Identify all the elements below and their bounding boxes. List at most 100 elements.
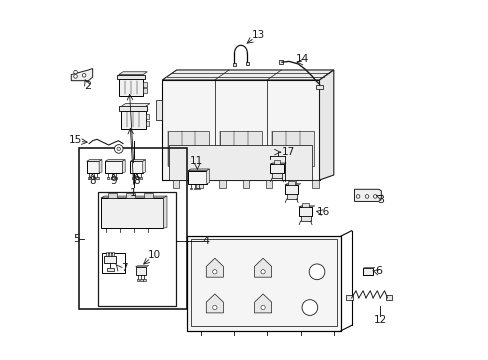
Bar [219,180,225,188]
Bar [135,267,146,275]
Bar [96,177,99,179]
Polygon shape [86,160,102,161]
Text: 10: 10 [147,250,161,260]
Polygon shape [163,196,166,228]
Bar [173,180,179,188]
Bar [188,171,206,184]
Text: 8: 8 [133,176,140,186]
Polygon shape [121,104,149,107]
Polygon shape [71,68,93,81]
Bar [190,239,336,327]
Bar [119,107,147,111]
Bar [270,164,283,173]
Polygon shape [188,169,209,171]
Polygon shape [162,70,333,80]
Bar [101,198,163,228]
Text: 7: 7 [121,262,127,273]
Circle shape [302,300,317,315]
Circle shape [82,73,86,77]
Polygon shape [119,72,147,75]
Circle shape [308,264,324,280]
Polygon shape [105,160,125,161]
Polygon shape [122,160,125,173]
Polygon shape [270,163,285,164]
Bar [273,160,280,164]
Polygon shape [142,160,145,173]
Circle shape [261,270,264,274]
Bar [108,193,117,198]
Bar [102,253,124,273]
Polygon shape [354,189,381,202]
Bar [272,131,313,166]
Bar [167,131,209,166]
Circle shape [261,305,264,310]
Bar [298,207,312,216]
Polygon shape [254,258,271,277]
Circle shape [117,147,121,151]
Polygon shape [135,266,148,267]
Text: 11: 11 [189,157,203,166]
Bar [132,177,134,179]
Text: 14: 14 [296,54,309,64]
Bar [145,121,149,126]
Bar [315,85,323,89]
Text: 5: 5 [73,234,80,244]
Bar [271,173,282,178]
Bar [119,79,143,96]
Bar [143,82,146,87]
Bar [117,75,144,79]
Circle shape [212,270,217,274]
Text: 17: 17 [281,147,294,157]
Bar [121,111,145,129]
Bar [196,180,203,188]
Bar [130,161,142,173]
Bar [220,131,261,166]
Polygon shape [186,236,340,331]
Bar [194,188,196,189]
Bar [143,88,146,93]
Text: 16: 16 [316,207,329,217]
Bar [186,236,340,331]
Bar [288,181,294,185]
Text: 15: 15 [69,135,82,145]
Text: 6: 6 [375,266,382,276]
Circle shape [114,145,123,153]
Text: 13: 13 [251,30,264,40]
Bar [363,268,372,275]
Bar [109,252,111,256]
Bar [286,194,296,199]
Circle shape [373,195,376,198]
Circle shape [212,305,217,310]
Bar [136,177,139,179]
Polygon shape [285,184,300,185]
Bar [106,252,108,256]
Circle shape [356,195,359,198]
Bar [105,161,122,173]
Bar [145,114,149,119]
Bar [169,145,312,180]
Bar [233,63,236,66]
Polygon shape [298,206,314,207]
Bar [140,177,142,179]
Polygon shape [254,294,271,313]
Circle shape [365,195,368,198]
Polygon shape [206,294,223,313]
Polygon shape [130,160,145,161]
Bar [115,177,117,179]
Text: 9: 9 [110,176,117,186]
Bar [107,177,109,179]
Bar [136,279,139,281]
Circle shape [74,75,77,78]
Bar [111,177,114,179]
Bar [156,100,162,120]
Bar [288,180,295,188]
Bar [285,185,298,194]
Text: 1: 1 [130,188,137,198]
Bar [385,296,391,300]
Bar [104,256,116,263]
Circle shape [74,70,77,74]
Polygon shape [206,169,209,184]
Bar [242,180,248,188]
Bar [98,192,176,306]
Bar [106,268,114,271]
